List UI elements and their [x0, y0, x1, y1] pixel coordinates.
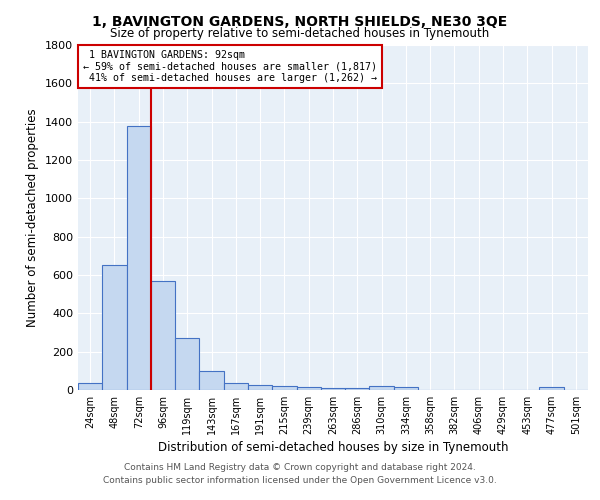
Bar: [224, 384, 248, 390]
Bar: [199, 371, 224, 390]
Bar: [151, 281, 175, 390]
Bar: [78, 384, 102, 390]
Text: Contains public sector information licensed under the Open Government Licence v3: Contains public sector information licen…: [103, 476, 497, 485]
Bar: [127, 126, 151, 390]
Text: Contains HM Land Registry data © Crown copyright and database right 2024.: Contains HM Land Registry data © Crown c…: [124, 464, 476, 472]
Text: 1 BAVINGTON GARDENS: 92sqm
← 59% of semi-detached houses are smaller (1,817)
 41: 1 BAVINGTON GARDENS: 92sqm ← 59% of semi…: [83, 50, 377, 84]
Bar: [272, 386, 296, 390]
Bar: [394, 386, 418, 390]
Bar: [321, 388, 345, 390]
Bar: [175, 338, 199, 390]
Y-axis label: Number of semi-detached properties: Number of semi-detached properties: [26, 108, 40, 327]
Bar: [539, 387, 564, 390]
Text: 1, BAVINGTON GARDENS, NORTH SHIELDS, NE30 3QE: 1, BAVINGTON GARDENS, NORTH SHIELDS, NE3…: [92, 15, 508, 29]
Text: Size of property relative to semi-detached houses in Tynemouth: Size of property relative to semi-detach…: [110, 28, 490, 40]
Bar: [248, 385, 272, 390]
Bar: [102, 266, 127, 390]
Bar: [296, 387, 321, 390]
X-axis label: Distribution of semi-detached houses by size in Tynemouth: Distribution of semi-detached houses by …: [158, 441, 508, 454]
Bar: [345, 388, 370, 390]
Bar: [370, 386, 394, 390]
